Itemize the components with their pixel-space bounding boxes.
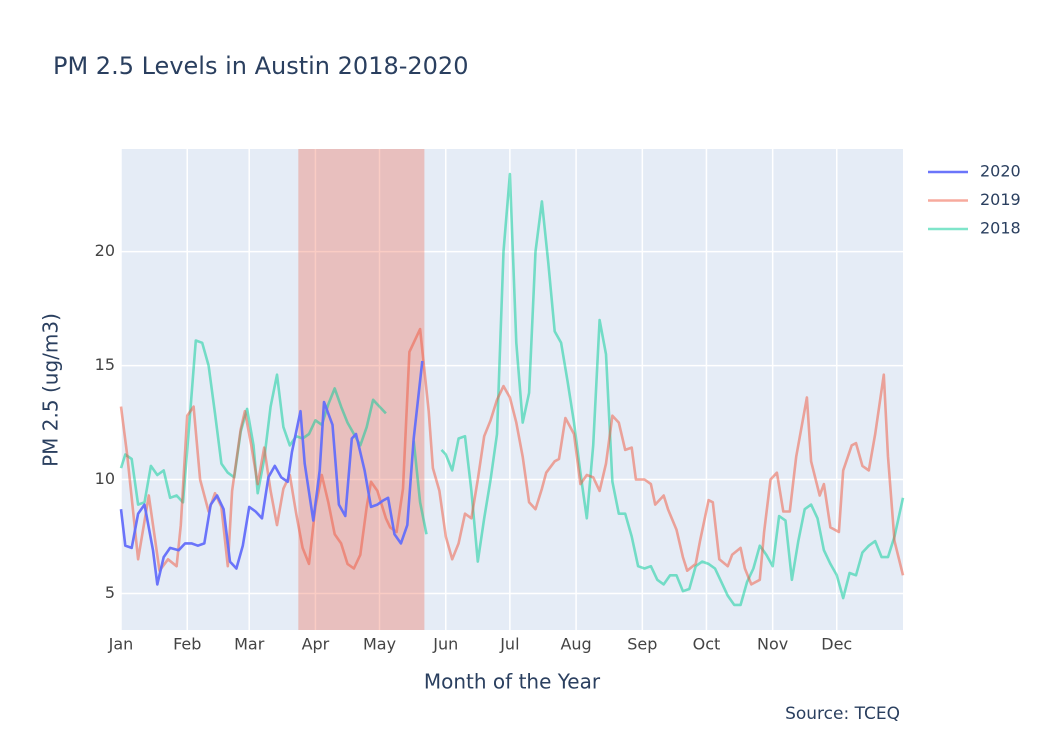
x-tick-label: Apr <box>302 635 330 654</box>
x-tick-label: Jun <box>432 635 458 654</box>
series-line <box>119 172 905 607</box>
y-tick-label: 15 <box>95 355 115 374</box>
legend-item[interactable]: 2019 <box>928 190 1021 209</box>
x-tick-label: Jul <box>499 635 519 654</box>
x-tick-label: Mar <box>234 635 265 654</box>
y-tick-label: 20 <box>95 241 115 260</box>
x-tick-label: Nov <box>757 635 788 654</box>
chart-title: PM 2.5 Levels in Austin 2018-2020 <box>53 52 468 80</box>
x-tick-label: Aug <box>560 635 591 654</box>
legend: 2020 2019 2018 <box>928 162 1021 238</box>
lines <box>119 172 905 607</box>
axes: 5 10 15 20 Jan Feb Mar Apr May Jun Jul Aug Sep Oct Nov… <box>95 241 853 653</box>
series-line <box>119 360 424 586</box>
x-tick-label: Dec <box>821 635 852 654</box>
x-tick-label: Jan <box>108 635 134 654</box>
legend-item[interactable]: 2018 <box>928 219 1021 238</box>
legend-item[interactable]: 2020 <box>928 162 1021 181</box>
highlight-band <box>298 149 425 630</box>
x-axis-title: Month of the Year <box>424 670 601 694</box>
x-tick-label: Feb <box>173 635 201 654</box>
shapes <box>298 149 425 630</box>
x-tick-label: Sep <box>627 635 657 654</box>
source-note: Source: TCEQ <box>785 704 900 724</box>
y-tick-label: 5 <box>105 583 115 602</box>
legend-label: 2018 <box>980 219 1021 238</box>
x-tick-label: May <box>363 635 396 654</box>
legend-label: 2019 <box>980 190 1021 209</box>
x-tick-label: Oct <box>693 635 721 654</box>
grid <box>120 149 903 630</box>
legend-label: 2020 <box>980 162 1021 181</box>
y-tick-label: 10 <box>95 469 115 488</box>
y-axis-title: PM 2.5 (ug/m3) <box>39 313 63 467</box>
series-line <box>119 327 905 586</box>
